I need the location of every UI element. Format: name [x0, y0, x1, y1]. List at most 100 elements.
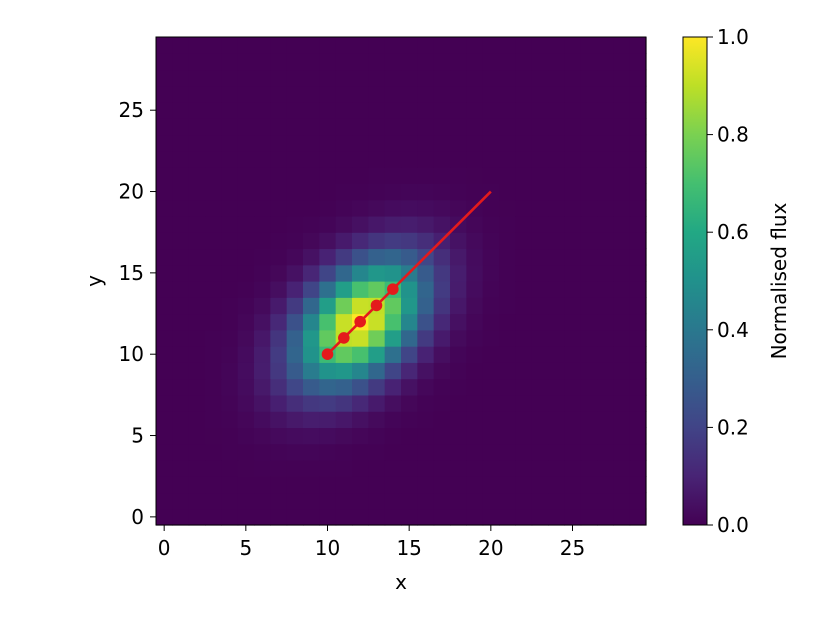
heatmap-cell	[237, 346, 255, 363]
heatmap-cell	[368, 394, 386, 412]
heatmap-cell	[205, 150, 222, 168]
heatmap-cell	[417, 346, 435, 363]
heatmap-cell	[270, 394, 288, 412]
heatmap-cell	[433, 281, 451, 298]
heatmap-cell	[368, 427, 386, 445]
heatmap-cell	[597, 69, 614, 87]
scatter-point	[338, 332, 350, 344]
heatmap-cell	[515, 248, 533, 266]
heatmap-cell	[254, 346, 271, 363]
heatmap-cell	[613, 297, 631, 315]
y-tick-label: 25	[119, 98, 144, 122]
heatmap-cell	[352, 492, 369, 510]
heatmap-cell	[482, 134, 500, 152]
heatmap-cell	[548, 329, 565, 347]
heatmap-cell	[286, 346, 304, 363]
heatmap-cell	[401, 37, 418, 54]
heatmap-cell	[417, 53, 435, 71]
heatmap-cell	[270, 297, 288, 315]
heatmap-cell	[482, 313, 500, 331]
heatmap-cell	[564, 346, 582, 363]
heatmap-cell	[254, 476, 271, 494]
heatmap-cell	[433, 134, 451, 152]
heatmap-cell	[303, 167, 320, 184]
scatter-point	[387, 283, 399, 295]
colorbar-tick-label: 0.2	[717, 415, 749, 439]
heatmap-cell	[384, 297, 402, 315]
heatmap-cell	[629, 297, 647, 315]
heatmap-cell	[352, 508, 369, 526]
heatmap-cell	[352, 232, 369, 250]
heatmap-cell	[319, 459, 337, 477]
heatmap-cell	[401, 297, 418, 315]
heatmap-cell	[172, 215, 190, 233]
heatmap-cell	[335, 199, 353, 217]
heatmap-cell	[254, 37, 271, 54]
heatmap-cell	[237, 183, 255, 201]
heatmap-cell	[368, 492, 386, 510]
heatmap-cell	[499, 69, 516, 87]
heatmap-cell	[417, 476, 435, 494]
heatmap-cell	[303, 102, 320, 119]
heatmap-cell	[205, 102, 222, 119]
heatmap-cell	[466, 411, 484, 428]
heatmap-cell	[531, 313, 549, 331]
heatmap-cell	[450, 264, 467, 282]
heatmap-cell	[580, 85, 598, 103]
heatmap-cell	[466, 378, 484, 396]
heatmap-cell	[368, 362, 386, 380]
heatmap-cell	[401, 394, 418, 412]
heatmap-cell	[270, 134, 288, 152]
heatmap-cell	[613, 313, 631, 331]
heatmap-cell	[352, 248, 369, 266]
heatmap-cell	[613, 248, 631, 266]
heatmap-cell	[172, 37, 190, 54]
heatmap-cell	[531, 134, 549, 152]
heatmap-cell	[531, 69, 549, 87]
heatmap-cell	[433, 443, 451, 461]
heatmap-cell	[515, 53, 533, 71]
heatmap-cell	[450, 232, 467, 250]
heatmap-cell	[286, 281, 304, 298]
heatmap-cell	[580, 183, 598, 201]
heatmap-cell	[433, 378, 451, 396]
heatmap-cell	[384, 394, 402, 412]
heatmap-cell	[172, 394, 190, 412]
heatmap-cell	[270, 346, 288, 363]
heatmap-cell	[237, 313, 255, 331]
heatmap-cell	[531, 102, 549, 119]
heatmap-cell	[548, 264, 565, 282]
heatmap-cell	[254, 411, 271, 428]
heatmap-cell	[548, 199, 565, 217]
heatmap-cell	[221, 134, 239, 152]
heatmap-cell	[580, 69, 598, 87]
y-axis-ticks: 0 5 10 15 20 25	[119, 98, 156, 529]
heatmap-cell	[286, 313, 304, 331]
heatmap-cell	[597, 346, 614, 363]
heatmap-cell	[286, 264, 304, 282]
heatmap-cell	[564, 248, 582, 266]
heatmap-cell	[580, 492, 598, 510]
heatmap-cell	[270, 378, 288, 396]
heatmap-cell	[531, 476, 549, 494]
heatmap-cell	[172, 427, 190, 445]
heatmap-cell	[237, 264, 255, 282]
heatmap-cell	[482, 199, 500, 217]
heatmap-cell	[515, 329, 533, 347]
heatmap-cell	[254, 378, 271, 396]
heatmap-cell	[205, 118, 222, 136]
y-tick-label: 0	[131, 505, 144, 529]
heatmap-cell	[221, 85, 239, 103]
heatmap-cell	[254, 85, 271, 103]
y-tick-label: 5	[131, 424, 144, 448]
heatmap-cell	[335, 215, 353, 233]
heatmap-cell	[564, 167, 582, 184]
heatmap-cell	[188, 427, 206, 445]
x-tick-label: 20	[478, 536, 503, 560]
heatmap-cell	[237, 69, 255, 87]
heatmap-cell	[335, 264, 353, 282]
heatmap-cell	[237, 232, 255, 250]
heatmap-cell	[368, 167, 386, 184]
heatmap-cell	[417, 134, 435, 152]
heatmap-cell	[319, 378, 337, 396]
